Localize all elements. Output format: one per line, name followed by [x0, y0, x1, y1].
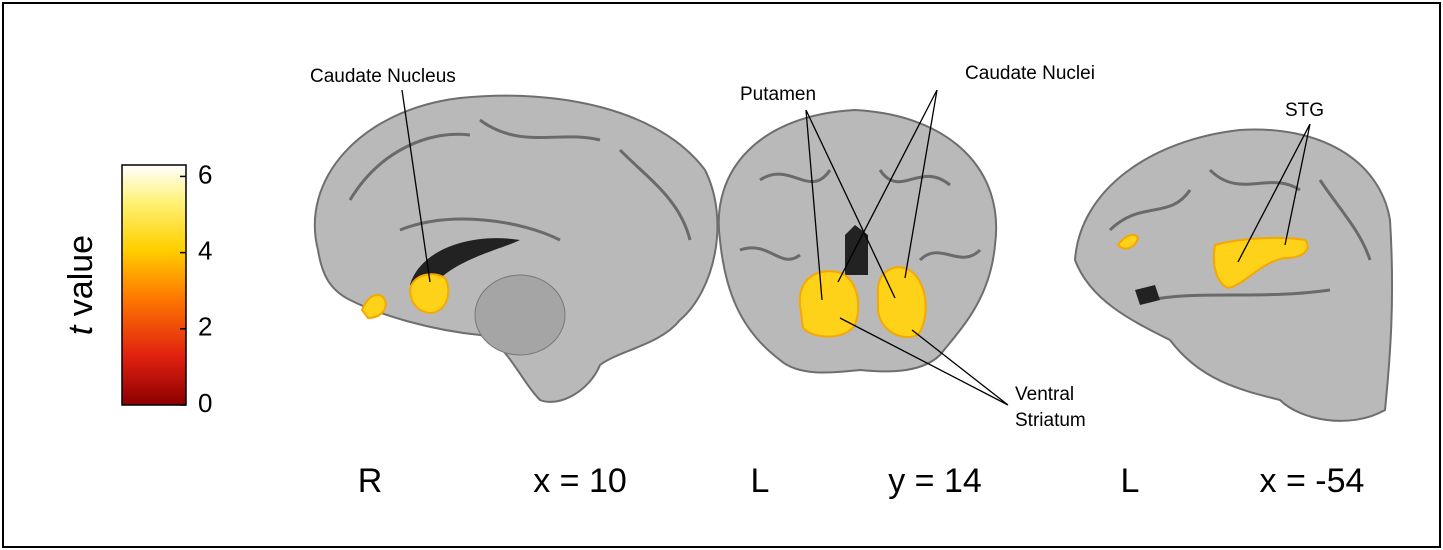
colorbar-tick-label: 0	[198, 388, 212, 418]
annotation: Putamen	[740, 84, 816, 105]
colorbar	[122, 165, 186, 405]
annotation: STG	[1285, 100, 1324, 121]
panel-side: L	[1121, 462, 1140, 500]
annotation: Caudate Nuclei	[965, 63, 1095, 84]
colorbar-label-text: value	[62, 235, 100, 316]
annotation: Caudate Nucleus	[310, 66, 456, 87]
annotation: Ventral	[1015, 384, 1074, 405]
panel-coordinate: x = 10	[533, 462, 627, 500]
colorbar-tick-label: 6	[198, 159, 212, 189]
panel-coordinate: x = -54	[1260, 462, 1365, 500]
colorbar-tick-label: 2	[198, 312, 212, 342]
panel-side: R	[358, 462, 383, 500]
colorbar-label: t value	[62, 235, 100, 335]
annotation: Striatum	[1015, 410, 1086, 431]
panel-side: L	[751, 462, 770, 500]
figure: t value 0 2 4 6 Caudate Nucleus Putamen Cau…	[0, 0, 1443, 550]
brain-coronal	[719, 110, 996, 373]
panel-coordinate: y = 14	[888, 462, 982, 500]
colorbar-tick-label: 4	[198, 235, 212, 265]
